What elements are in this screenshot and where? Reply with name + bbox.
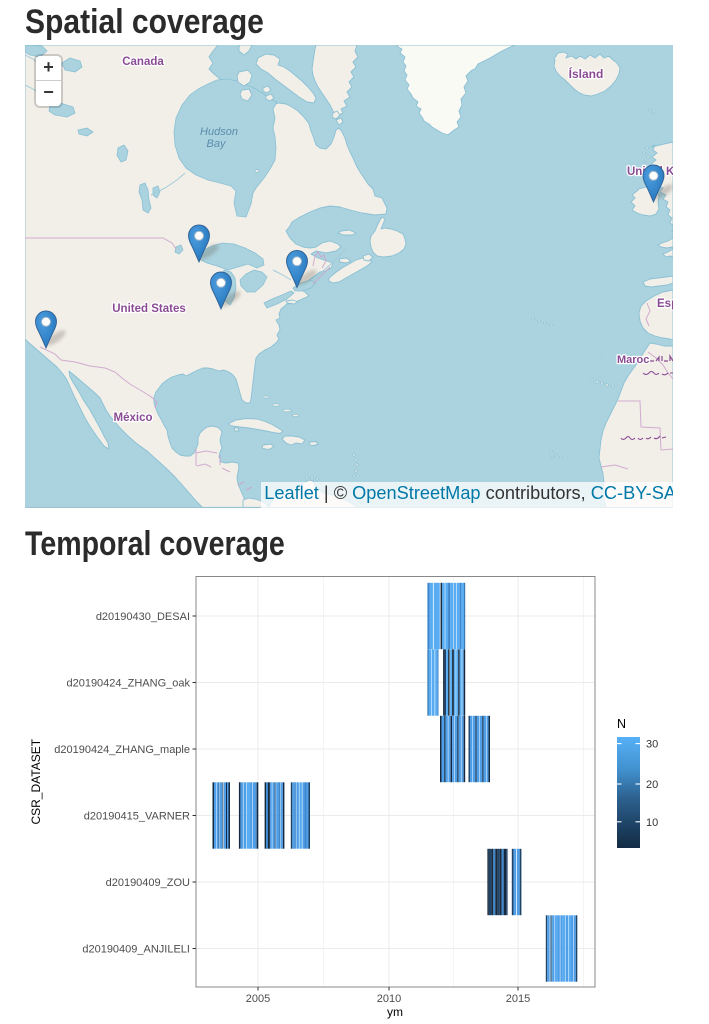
svg-text:Bay: Bay (207, 138, 227, 150)
svg-text:d20190409_ZOU: d20190409_ZOU (106, 877, 190, 889)
svg-text:ym: ym (387, 1005, 403, 1019)
svg-text:United States: United States (112, 303, 186, 315)
svg-text:d20190424_ZHANG_oak: d20190424_ZHANG_oak (66, 677, 190, 689)
svg-text:2010: 2010 (377, 993, 401, 1005)
svg-text:Canada: Canada (122, 56, 164, 68)
svg-text:d20190415_VARNER: d20190415_VARNER (84, 810, 190, 822)
svg-text:Espa: Espa (657, 298, 673, 310)
svg-text:CSR_DATASET: CSR_DATASET (29, 738, 43, 824)
svg-text:d20190430_DESAI: d20190430_DESAI (96, 611, 190, 623)
svg-text:México: México (114, 412, 153, 424)
svg-text:d20190424_ZHANG_maple: d20190424_ZHANG_maple (54, 744, 190, 756)
svg-text:Maroc: Maroc (617, 354, 649, 366)
svg-text:10: 10 (646, 817, 658, 829)
svg-text:d20190409_ANJILELI: d20190409_ANJILELI (82, 943, 190, 955)
svg-text:Ísland: Ísland (569, 66, 604, 81)
svg-text:Hudson: Hudson (200, 126, 238, 138)
svg-text:2015: 2015 (506, 993, 530, 1005)
svg-text:2005: 2005 (246, 993, 270, 1005)
svg-text:N: N (617, 717, 626, 731)
svg-text:20: 20 (646, 779, 658, 791)
svg-text:30: 30 (646, 739, 658, 751)
